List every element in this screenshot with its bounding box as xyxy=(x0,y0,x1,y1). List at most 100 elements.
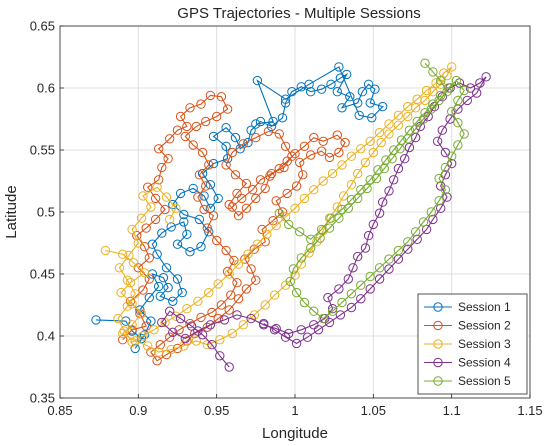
data-point xyxy=(171,203,181,214)
data-point xyxy=(172,125,183,135)
data-point xyxy=(188,183,198,194)
data-point xyxy=(447,151,457,161)
data-point xyxy=(136,213,147,223)
data-point xyxy=(252,239,263,249)
data-point xyxy=(378,101,388,112)
data-point xyxy=(296,325,306,335)
data-point xyxy=(274,163,284,174)
data-point xyxy=(410,124,421,134)
data-point xyxy=(216,92,227,102)
data-point xyxy=(440,185,451,195)
data-point xyxy=(304,79,314,90)
data-point xyxy=(403,237,413,247)
data-point xyxy=(343,203,353,214)
data-point xyxy=(191,121,202,132)
data-point xyxy=(277,113,288,123)
data-point xyxy=(453,140,463,150)
data-point xyxy=(180,131,191,142)
data-point xyxy=(161,263,172,273)
data-point xyxy=(282,156,292,166)
data-point xyxy=(268,116,278,127)
data-point xyxy=(263,126,274,137)
data-point xyxy=(362,183,372,194)
data-point xyxy=(291,338,302,349)
chart-title: GPS Trajectories - Multiple Sessions xyxy=(177,5,420,22)
data-point xyxy=(387,154,397,164)
data-point xyxy=(201,116,211,127)
data-point xyxy=(363,79,374,90)
y-tick-label: 0.65 xyxy=(30,19,55,34)
data-point xyxy=(334,147,344,158)
data-point xyxy=(420,58,430,68)
y-tick-label: 0.5 xyxy=(37,205,55,220)
x-tick-label: 1 xyxy=(291,403,298,418)
data-point xyxy=(287,151,297,161)
data-point xyxy=(166,222,176,232)
data-point xyxy=(271,196,281,206)
data-point xyxy=(260,183,270,194)
data-point xyxy=(384,254,394,264)
data-point xyxy=(196,312,206,323)
y-tick-label: 0.35 xyxy=(30,391,55,406)
data-point xyxy=(130,289,140,299)
data-point xyxy=(356,280,366,290)
data-point xyxy=(447,62,457,72)
data-point xyxy=(337,204,347,215)
data-point xyxy=(165,214,175,225)
data-point xyxy=(410,227,421,237)
data-point xyxy=(199,191,209,201)
data-point xyxy=(340,137,350,148)
data-point xyxy=(194,170,205,180)
data-point xyxy=(212,111,222,122)
data-point xyxy=(271,323,281,334)
data-point xyxy=(125,278,136,288)
data-point xyxy=(395,144,405,154)
data-point xyxy=(298,170,308,180)
data-point xyxy=(174,325,184,335)
data-point xyxy=(188,140,198,150)
data-point xyxy=(226,290,236,300)
ticks: 0.85 0.9 0.95 1 1.05 1.1 1.15 0.35 0.4 0.45 0.5 0.5… xyxy=(30,19,543,419)
data-point xyxy=(100,245,111,256)
data-point xyxy=(437,125,447,135)
data-point xyxy=(175,188,186,199)
data-point xyxy=(412,94,422,104)
data-point xyxy=(177,287,187,298)
legend-label: Session 1 xyxy=(458,300,511,314)
legend-item: Session 4 xyxy=(424,356,511,370)
x-tick-label: 0.95 xyxy=(204,403,229,418)
data-point xyxy=(152,356,162,366)
data-point xyxy=(282,188,292,199)
data-point xyxy=(332,130,342,140)
data-point xyxy=(459,129,469,139)
data-point xyxy=(346,302,357,313)
data-point xyxy=(161,192,172,202)
data-point xyxy=(465,83,476,93)
data-point xyxy=(266,121,277,132)
data-point xyxy=(127,224,137,235)
data-point xyxy=(227,147,238,158)
data-point xyxy=(116,287,126,298)
data-point xyxy=(139,268,150,278)
data-point xyxy=(222,104,233,114)
data-point xyxy=(323,292,333,303)
data-point xyxy=(302,332,313,342)
data-point xyxy=(442,70,452,81)
data-point xyxy=(165,134,175,144)
data-point xyxy=(288,264,299,274)
data-point xyxy=(316,84,327,94)
data-point xyxy=(238,320,249,330)
data-point xyxy=(221,160,231,170)
data-point xyxy=(403,134,413,144)
data-point xyxy=(139,330,150,340)
data-point xyxy=(334,213,344,223)
data-point xyxy=(306,150,316,160)
data-point xyxy=(418,114,429,124)
data-point xyxy=(130,343,140,354)
legend-label: Session 5 xyxy=(458,374,511,388)
x-tick-label: 0.9 xyxy=(129,403,147,418)
data-point xyxy=(185,318,195,329)
data-point xyxy=(172,239,183,249)
data-point xyxy=(436,75,446,86)
